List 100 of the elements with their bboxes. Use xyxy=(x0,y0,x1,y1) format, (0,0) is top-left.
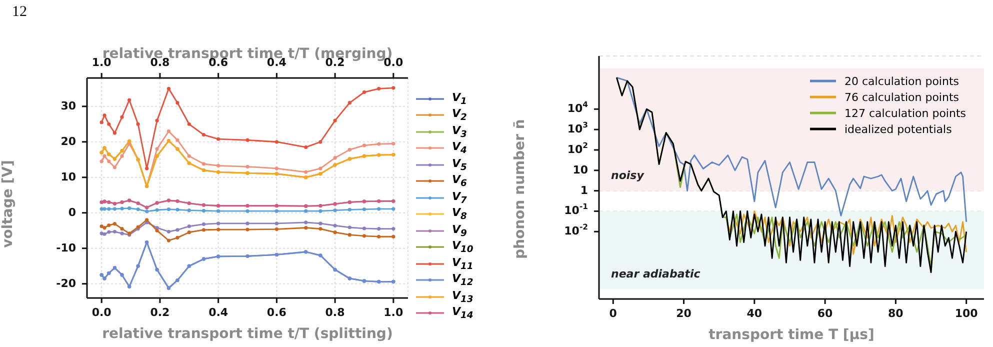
point xyxy=(304,226,308,230)
point xyxy=(145,218,149,222)
point xyxy=(100,232,104,236)
legend-label: V$_{3}$ xyxy=(452,124,467,140)
legend-label: V$_{9}$ xyxy=(452,222,467,239)
point xyxy=(166,238,171,242)
point xyxy=(102,113,106,118)
point xyxy=(333,208,337,212)
legend-label: idealized potentials xyxy=(844,122,952,136)
legend-label: V$_{6}$ xyxy=(452,173,467,190)
point xyxy=(274,166,278,170)
point xyxy=(216,137,220,141)
point xyxy=(100,207,104,211)
point xyxy=(216,228,220,232)
point xyxy=(304,209,308,213)
point xyxy=(155,228,159,232)
band-label: noisy xyxy=(611,168,645,182)
x-tick-label: 0.2 xyxy=(150,306,170,320)
point xyxy=(100,120,104,124)
x-tick-label: 40 xyxy=(746,307,762,320)
y-tick-label: 20 xyxy=(60,134,76,148)
point xyxy=(348,226,352,230)
point xyxy=(102,226,106,230)
point xyxy=(333,118,337,122)
point xyxy=(246,138,250,142)
point xyxy=(120,115,124,119)
point xyxy=(176,228,180,232)
point xyxy=(136,122,140,126)
point xyxy=(176,138,180,142)
x2-tick-label: 1.0 xyxy=(92,56,112,70)
point xyxy=(377,234,381,238)
point xyxy=(246,164,250,169)
x-tick-label: 80 xyxy=(888,307,904,320)
point xyxy=(100,160,104,164)
point xyxy=(102,232,106,236)
y-tick-label: 30 xyxy=(60,99,76,112)
point xyxy=(107,223,111,228)
point xyxy=(348,208,352,212)
point xyxy=(377,86,381,90)
y-axis-title: voltage [V] xyxy=(0,160,17,248)
legend-label: V$_{4}$ xyxy=(452,140,467,156)
point xyxy=(187,208,191,212)
point xyxy=(202,162,206,166)
point xyxy=(392,227,396,231)
point xyxy=(120,227,124,231)
point xyxy=(155,118,159,122)
point xyxy=(166,129,171,134)
point xyxy=(318,140,322,144)
y-axis-title: phonon number n̄ xyxy=(511,118,529,258)
point xyxy=(333,230,337,234)
legend-label: V$_{13}$ xyxy=(452,288,474,305)
point xyxy=(112,166,117,170)
point xyxy=(112,207,117,211)
point xyxy=(274,140,278,144)
point xyxy=(187,122,191,126)
point xyxy=(112,222,117,226)
legend-label: V$_{10}$ xyxy=(452,239,474,256)
point xyxy=(187,224,191,228)
point xyxy=(274,227,278,231)
point xyxy=(304,220,308,224)
legend-label: V$_{1}$ xyxy=(452,90,467,107)
point xyxy=(246,209,250,213)
point xyxy=(202,132,206,137)
legend-label: 127 calculation points xyxy=(844,106,966,120)
point xyxy=(145,210,149,214)
point xyxy=(202,222,206,226)
x-tick-label: 100 xyxy=(954,307,978,320)
point xyxy=(202,208,206,213)
band-label: near adiabatic xyxy=(611,267,701,280)
point xyxy=(274,222,278,226)
legend-label: V$_{2}$ xyxy=(452,107,467,124)
text: 12 xyxy=(12,4,27,21)
point xyxy=(102,207,106,211)
point xyxy=(107,122,111,126)
point xyxy=(348,233,352,237)
x-tick-label: 20 xyxy=(676,307,692,320)
point xyxy=(318,166,322,170)
y-tick-label: 10$^{3}$ xyxy=(567,120,588,136)
point xyxy=(392,86,396,90)
point xyxy=(176,236,180,240)
point xyxy=(187,154,191,158)
point xyxy=(120,154,124,158)
point xyxy=(216,222,220,226)
x-tick-label: 0.0 xyxy=(92,306,112,320)
point xyxy=(107,230,111,234)
point xyxy=(166,207,171,212)
y-tick-label: 10$^{2}$ xyxy=(567,140,588,156)
point xyxy=(304,170,308,174)
point xyxy=(120,232,124,236)
legend-label: V$_{12}$ xyxy=(452,272,474,288)
point xyxy=(362,226,366,230)
point xyxy=(202,228,206,232)
point xyxy=(392,234,396,238)
legend-label: V$_{8}$ xyxy=(452,206,467,222)
x-tick-label: 1.0 xyxy=(384,306,404,320)
y-tick-label: 10$^{-1}$ xyxy=(564,202,588,218)
point xyxy=(246,228,250,232)
point xyxy=(128,98,132,102)
legend-label: V$_{14}$ xyxy=(452,305,474,322)
legend-label: V$_{7}$ xyxy=(452,190,467,206)
